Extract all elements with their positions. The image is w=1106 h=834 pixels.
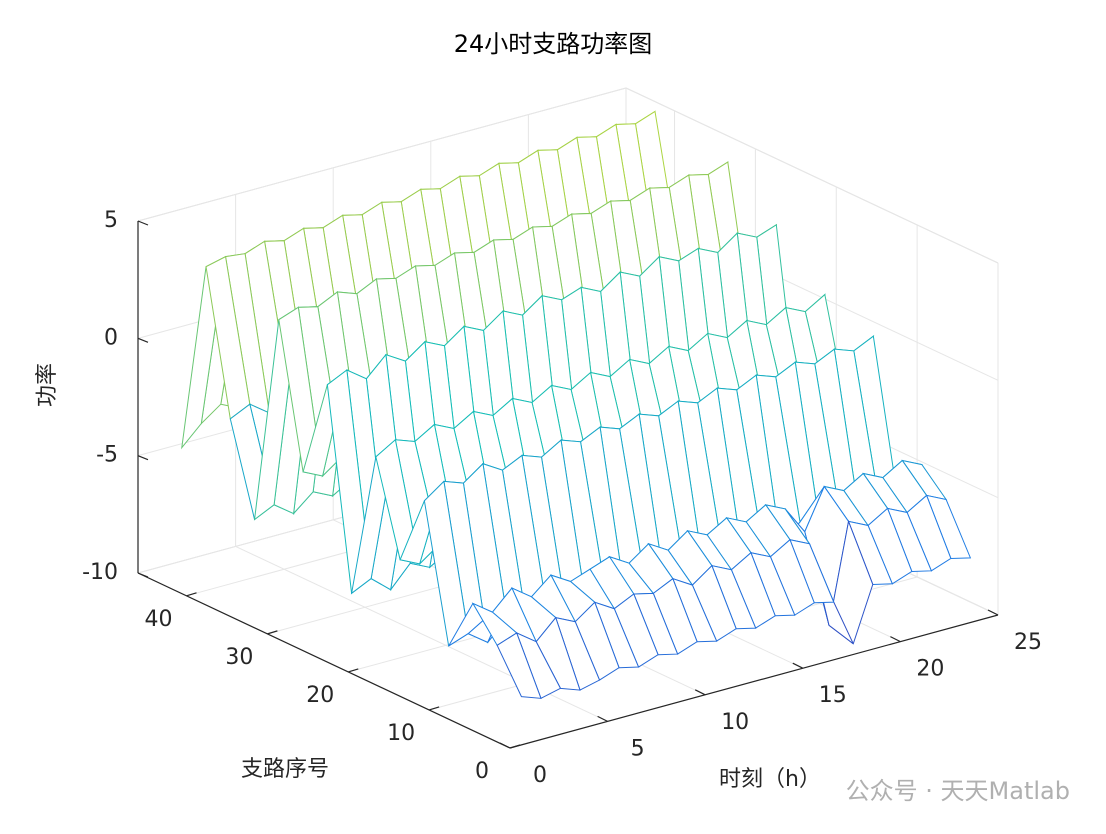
mesh xyxy=(181,110,972,700)
y-tick-label: 40 xyxy=(145,607,173,632)
x-tick xyxy=(987,609,999,616)
watermark: 公众号 · 天天Matlab xyxy=(846,777,1070,805)
y-tick-label: 20 xyxy=(306,683,334,708)
x-tick-label: 10 xyxy=(721,710,749,735)
x-tick xyxy=(597,715,608,722)
x-tick-label: 20 xyxy=(916,657,944,682)
x-tick xyxy=(499,742,511,749)
axes: 0 5 10 15 20 25 0 10 20 30 40 -10 -5 0 5 xyxy=(82,208,1042,788)
z-tick-label: -5 xyxy=(96,443,118,468)
z-tick xyxy=(137,572,149,578)
x-tick xyxy=(890,636,901,643)
x-tick xyxy=(792,662,804,669)
z-tick-label: 5 xyxy=(104,208,118,233)
chart-title: 24小时支路功率图 xyxy=(454,30,653,58)
z-tick-label: -10 xyxy=(82,560,118,585)
x-tick-label: 5 xyxy=(631,736,645,761)
z-axis-label: 功率 xyxy=(35,363,60,407)
y-tick xyxy=(509,744,521,749)
x-tick-label: 15 xyxy=(819,683,847,708)
z-tick xyxy=(137,455,149,461)
y-axis-label: 支路序号 xyxy=(241,757,329,782)
mesh-face xyxy=(496,632,542,699)
z-tick-label: 0 xyxy=(104,325,118,350)
y-tick-label: 0 xyxy=(475,759,489,784)
grid-line xyxy=(137,87,627,222)
y-tick xyxy=(186,592,197,597)
x-tick-label: 25 xyxy=(1014,630,1042,655)
y-axis xyxy=(137,572,511,749)
y-tick-label: 30 xyxy=(225,645,253,670)
x-tick xyxy=(694,689,706,696)
y-tick xyxy=(267,630,278,635)
x-axis-label: 时刻（h） xyxy=(719,767,821,792)
y-tick xyxy=(428,706,440,711)
grid-line xyxy=(625,87,999,264)
x-tick-label: 0 xyxy=(533,763,547,788)
y-tick xyxy=(348,668,359,673)
y-tick-label: 10 xyxy=(387,721,415,746)
x-axis xyxy=(509,614,999,749)
z-tick xyxy=(137,220,149,226)
z-tick xyxy=(137,337,149,343)
